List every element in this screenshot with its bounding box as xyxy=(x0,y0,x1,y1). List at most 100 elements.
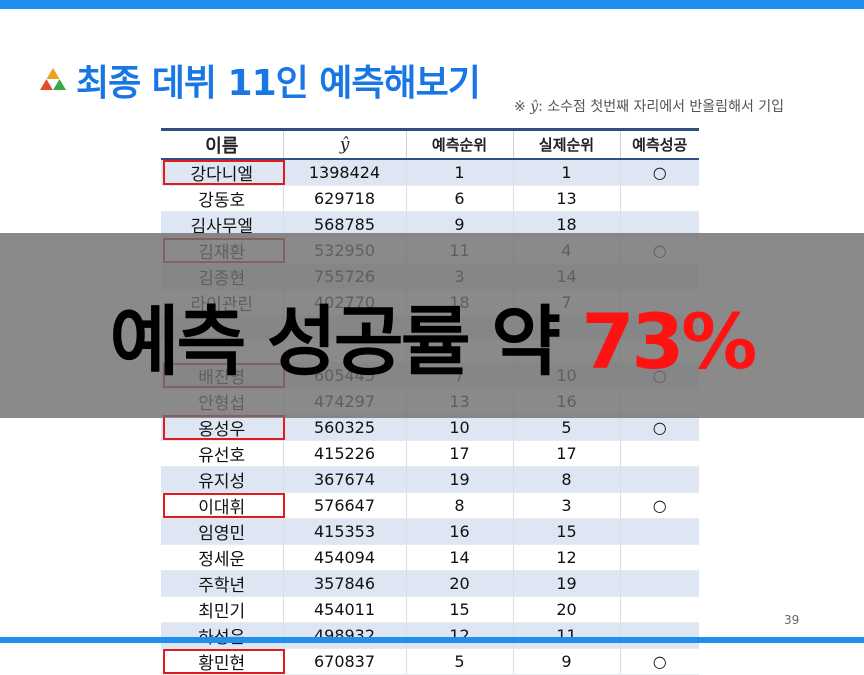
cell-yhat: 415353 xyxy=(283,518,407,546)
overlay-band xyxy=(0,233,864,418)
cell-success: ○ xyxy=(620,414,699,442)
cell-yhat: 560325 xyxy=(283,414,407,442)
note-prefix: ※ xyxy=(514,99,531,115)
slide-title: 최종 데뷔 11인 예측해보기 xyxy=(76,63,481,104)
cell-yhat-text: 629718 xyxy=(313,189,376,208)
page-number: 39 xyxy=(784,613,800,627)
cell-actual-rank: 1 xyxy=(513,159,621,186)
cell-yhat-text: 357846 xyxy=(313,574,376,594)
success-rate-banner: 예측 성공률 약 73% xyxy=(0,280,864,390)
cell-predicted-rank: 15 xyxy=(406,596,514,624)
footnote: ※ ŷ: 소수점 첫번째 자리에서 반올림해서 기입 xyxy=(514,96,784,116)
cell-name-text: 강다니엘 xyxy=(190,165,254,185)
col-header-yhat: ŷ xyxy=(283,128,407,160)
cell-name-text: 정세운 xyxy=(198,550,246,571)
cell-name-text: 황민현 xyxy=(198,654,246,675)
cell-actual-rank: 20 xyxy=(513,596,621,624)
cell-name: 유선호 xyxy=(161,440,284,468)
col-header-name: 이름 xyxy=(161,128,284,160)
cell-predicted-rank: 8 xyxy=(406,492,514,520)
cell-predicted-rank-text: 1 xyxy=(454,163,465,182)
table-row: 옹성우 560325 10 5 ○ xyxy=(161,414,699,442)
cell-yhat: 1398424 xyxy=(283,159,407,186)
table-row: 강다니엘 1398424 1 1 ○ xyxy=(161,159,699,186)
cell-yhat-text: 454011 xyxy=(313,600,376,620)
cell-yhat: 454011 xyxy=(283,596,407,624)
cell-name: 강동호 xyxy=(161,185,284,212)
cell-predicted-rank: 16 xyxy=(406,518,514,546)
cell-yhat-text: 367674 xyxy=(313,470,376,490)
col-header-actual-rank: 실제순위 xyxy=(513,128,621,160)
cell-predicted-rank: 20 xyxy=(406,570,514,598)
cell-yhat: 415226 xyxy=(283,440,407,468)
cell-predicted-rank-text: 20 xyxy=(449,574,470,594)
cell-yhat-text: 1398424 xyxy=(308,163,381,182)
cell-yhat: 629718 xyxy=(283,185,407,212)
cell-predicted-rank: 12 xyxy=(406,622,514,650)
cell-actual-rank-text: 20 xyxy=(556,600,577,620)
cell-success: ○ xyxy=(620,159,699,186)
cell-yhat: 357846 xyxy=(283,570,407,598)
cell-predicted-rank-text: 8 xyxy=(454,496,465,516)
table-row: 임영민 415353 16 15 xyxy=(161,518,699,546)
cell-name: 유지성 xyxy=(161,466,284,494)
cell-actual-rank-text: 1 xyxy=(561,163,572,182)
cell-name-text: 임영민 xyxy=(198,524,246,545)
cell-yhat-text: 576647 xyxy=(313,496,376,516)
cell-name: 옹성우 xyxy=(161,414,285,442)
cell-actual-rank-text: 9 xyxy=(561,652,572,672)
cell-name-text: 김사무엘 xyxy=(190,217,254,237)
cell-success-text: ○ xyxy=(652,163,667,182)
cell-predicted-rank-text: 5 xyxy=(454,652,465,672)
cell-predicted-rank: 17 xyxy=(406,440,514,468)
note-text: : 소수점 첫번째 자리에서 반올림해서 기입 xyxy=(538,99,785,115)
cell-predicted-rank-text: 17 xyxy=(449,444,470,464)
cell-name-text: 이대휘 xyxy=(198,498,246,519)
cell-actual-rank: 12 xyxy=(513,544,621,572)
cell-yhat-text: 415226 xyxy=(313,444,376,464)
cell-actual-rank-text: 15 xyxy=(556,522,577,542)
cell-success xyxy=(620,185,699,212)
cell-actual-rank-text: 13 xyxy=(556,189,577,208)
cell-success xyxy=(620,544,699,572)
cell-yhat: 498932 xyxy=(283,622,407,650)
cell-predicted-rank: 14 xyxy=(406,544,514,572)
note-symbol: ŷ xyxy=(530,99,539,115)
cell-name-text: 최민기 xyxy=(198,602,246,623)
cell-name: 최민기 xyxy=(161,596,284,624)
table-row: 황민현 670837 5 9 ○ xyxy=(161,648,699,675)
cell-name-text: 유지성 xyxy=(198,472,246,493)
table-row: 이대휘 576647 8 3 ○ xyxy=(161,492,699,520)
cell-actual-rank: 5 xyxy=(513,414,621,442)
cell-name: 하성운 xyxy=(161,622,284,650)
top-accent-bar xyxy=(0,0,864,9)
cell-name: 정세운 xyxy=(161,544,284,572)
table-row: 유지성 367674 19 8 xyxy=(161,466,699,494)
cell-actual-rank-text: 12 xyxy=(556,548,577,568)
cell-success-text: ○ xyxy=(652,496,667,516)
cell-actual-rank-text: 8 xyxy=(561,470,572,490)
table-row: 하성운4989321211 xyxy=(161,622,699,650)
cell-success: ○ xyxy=(620,492,699,520)
col-header-predicted-rank: 예측순위 xyxy=(406,128,514,160)
cell-yhat-text: 670837 xyxy=(313,652,376,672)
cell-actual-rank: 19 xyxy=(513,570,621,598)
cell-yhat: 670837 xyxy=(283,648,407,675)
cell-predicted-rank-text: 9 xyxy=(454,215,465,234)
cell-actual-rank-text: 3 xyxy=(561,496,572,516)
cell-success xyxy=(620,440,699,468)
col-header-success: 예측성공 xyxy=(620,128,699,160)
cell-success: ○ xyxy=(620,648,699,675)
cell-predicted-rank-text: 19 xyxy=(449,470,470,490)
success-rate-percent: 73% xyxy=(581,297,758,386)
cell-actual-rank: 9 xyxy=(513,648,621,675)
success-rate-text: 예측 성공률 약 xyxy=(109,297,561,386)
cell-yhat-text: 568785 xyxy=(313,215,376,234)
cell-yhat: 454094 xyxy=(283,544,407,572)
cell-yhat: 367674 xyxy=(283,466,407,494)
cell-yhat: 576647 xyxy=(283,492,407,520)
cell-success xyxy=(620,622,699,650)
cell-actual-rank-text: 5 xyxy=(561,418,572,438)
cell-predicted-rank: 19 xyxy=(406,466,514,494)
cell-predicted-rank-text: 16 xyxy=(449,522,470,542)
